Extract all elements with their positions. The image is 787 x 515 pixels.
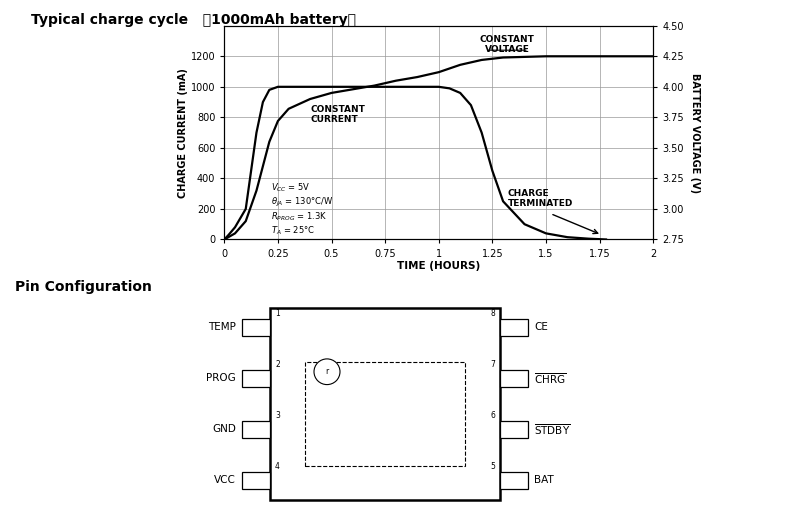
Bar bbox=[242, 319, 270, 336]
Bar bbox=[500, 319, 528, 336]
Text: 5: 5 bbox=[490, 462, 495, 471]
Bar bbox=[500, 472, 528, 489]
Text: TEMP: TEMP bbox=[208, 322, 236, 332]
Text: PROG: PROG bbox=[206, 373, 236, 383]
Text: 4: 4 bbox=[275, 462, 280, 471]
Circle shape bbox=[314, 359, 340, 385]
Text: $\overline{\rm CHRG}$: $\overline{\rm CHRG}$ bbox=[534, 371, 567, 386]
Text: 2: 2 bbox=[275, 360, 279, 369]
Y-axis label: BATTERY VOLTAGE (V): BATTERY VOLTAGE (V) bbox=[689, 73, 700, 193]
Bar bbox=[305, 362, 465, 466]
Text: $\overline{\rm STDBY}$: $\overline{\rm STDBY}$ bbox=[534, 422, 571, 437]
Text: 1: 1 bbox=[275, 309, 279, 318]
Text: $V_{CC}$ = 5V
$\theta_{JA}$ = 130°C/W
$R_{PROG}$ = 1.3K
$T_A$ = 25°C: $V_{CC}$ = 5V $\theta_{JA}$ = 130°C/W $R… bbox=[272, 181, 334, 237]
Text: 6: 6 bbox=[490, 411, 495, 420]
Bar bbox=[242, 370, 270, 387]
Text: r: r bbox=[325, 367, 329, 376]
Text: GND: GND bbox=[212, 424, 236, 434]
X-axis label: TIME (HOURS): TIME (HOURS) bbox=[397, 261, 480, 271]
Text: Pin Configuration: Pin Configuration bbox=[15, 280, 152, 294]
Y-axis label: CHARGE CURRENT (mA): CHARGE CURRENT (mA) bbox=[178, 67, 188, 198]
Bar bbox=[500, 370, 528, 387]
Text: CE: CE bbox=[534, 322, 548, 332]
Bar bbox=[242, 421, 270, 438]
Text: BAT: BAT bbox=[534, 475, 554, 486]
Bar bbox=[242, 472, 270, 489]
Text: 3: 3 bbox=[275, 411, 280, 420]
Text: VCC: VCC bbox=[214, 475, 236, 486]
Text: CHARGE
TERMINATED: CHARGE TERMINATED bbox=[508, 188, 573, 208]
Text: 7: 7 bbox=[490, 360, 495, 369]
Text: Typical charge cycle   （1000mAh battery）: Typical charge cycle （1000mAh battery） bbox=[31, 13, 357, 27]
Text: CONSTANT
VOLTAGE: CONSTANT VOLTAGE bbox=[480, 35, 535, 54]
Bar bbox=[500, 421, 528, 438]
Text: 8: 8 bbox=[490, 309, 495, 318]
Text: CONSTANT
CURRENT: CONSTANT CURRENT bbox=[310, 105, 365, 124]
Bar bbox=[270, 307, 500, 500]
